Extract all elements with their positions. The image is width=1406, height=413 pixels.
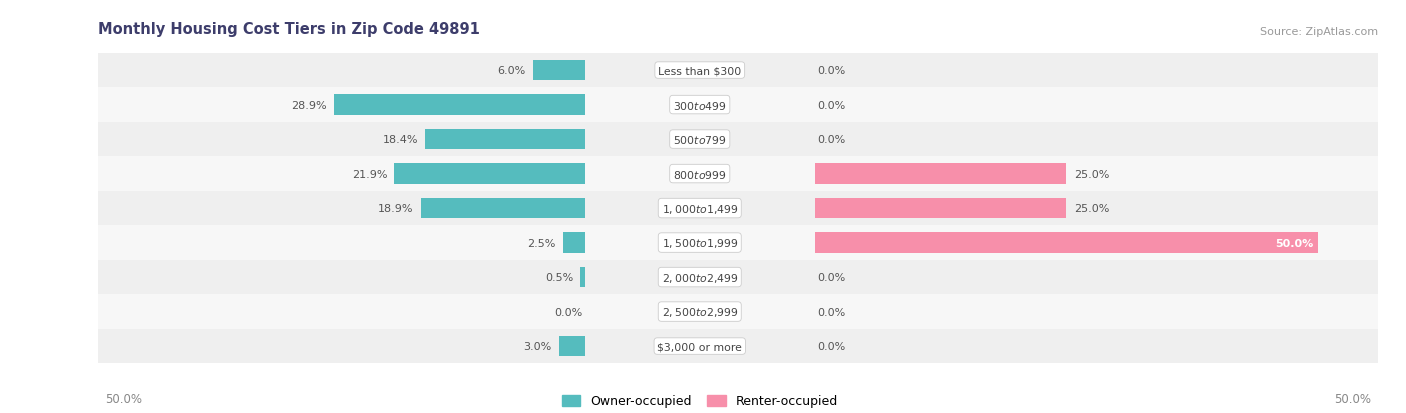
- Bar: [815, 329, 1378, 363]
- Bar: [585, 123, 815, 157]
- Bar: [98, 226, 585, 260]
- Bar: [581, 267, 585, 288]
- Bar: [585, 157, 815, 191]
- Text: 0.0%: 0.0%: [817, 135, 845, 145]
- Bar: [98, 157, 585, 191]
- Bar: [420, 198, 585, 219]
- Bar: [815, 294, 1378, 329]
- Bar: [815, 54, 1378, 88]
- Text: 0.0%: 0.0%: [817, 273, 845, 282]
- Text: $800 to $999: $800 to $999: [673, 168, 727, 180]
- Text: 3.0%: 3.0%: [523, 341, 551, 351]
- Bar: [585, 88, 815, 123]
- Bar: [562, 233, 585, 253]
- Text: 0.0%: 0.0%: [817, 100, 845, 110]
- Text: $3,000 or more: $3,000 or more: [658, 341, 742, 351]
- Bar: [815, 233, 1317, 253]
- Bar: [98, 329, 585, 363]
- Bar: [585, 260, 815, 294]
- Bar: [98, 88, 585, 123]
- Text: 50.0%: 50.0%: [1275, 238, 1313, 248]
- Text: $500 to $799: $500 to $799: [673, 134, 727, 146]
- Bar: [815, 164, 1066, 185]
- Text: 25.0%: 25.0%: [1074, 204, 1109, 214]
- Text: Source: ZipAtlas.com: Source: ZipAtlas.com: [1260, 27, 1378, 37]
- Bar: [815, 157, 1378, 191]
- Text: 2.5%: 2.5%: [527, 238, 555, 248]
- Bar: [333, 95, 585, 116]
- Bar: [558, 336, 585, 356]
- Text: 0.5%: 0.5%: [546, 273, 574, 282]
- Bar: [585, 54, 815, 88]
- Bar: [98, 191, 585, 226]
- Bar: [815, 198, 1066, 219]
- Text: 0.0%: 0.0%: [554, 307, 582, 317]
- Bar: [585, 226, 815, 260]
- Bar: [815, 123, 1378, 157]
- Text: 28.9%: 28.9%: [291, 100, 326, 110]
- Text: 6.0%: 6.0%: [498, 66, 526, 76]
- Text: 18.9%: 18.9%: [378, 204, 413, 214]
- Bar: [585, 191, 815, 226]
- Text: 0.0%: 0.0%: [817, 66, 845, 76]
- Text: $1,000 to $1,499: $1,000 to $1,499: [661, 202, 738, 215]
- Bar: [815, 260, 1378, 294]
- Text: Less than $300: Less than $300: [658, 66, 741, 76]
- Text: $1,500 to $1,999: $1,500 to $1,999: [661, 237, 738, 249]
- Bar: [585, 329, 815, 363]
- Text: Monthly Housing Cost Tiers in Zip Code 49891: Monthly Housing Cost Tiers in Zip Code 4…: [98, 22, 481, 37]
- Bar: [815, 191, 1378, 226]
- Bar: [395, 164, 585, 185]
- Bar: [815, 88, 1378, 123]
- Text: 50.0%: 50.0%: [1334, 392, 1371, 405]
- Bar: [533, 61, 585, 81]
- Bar: [425, 129, 585, 150]
- Text: 0.0%: 0.0%: [817, 307, 845, 317]
- Text: $300 to $499: $300 to $499: [673, 100, 727, 111]
- Text: $2,500 to $2,999: $2,500 to $2,999: [661, 305, 738, 318]
- Bar: [98, 54, 585, 88]
- Bar: [98, 123, 585, 157]
- Legend: Owner-occupied, Renter-occupied: Owner-occupied, Renter-occupied: [561, 394, 838, 407]
- Bar: [815, 226, 1378, 260]
- Text: 0.0%: 0.0%: [817, 341, 845, 351]
- Bar: [98, 260, 585, 294]
- Bar: [98, 294, 585, 329]
- Text: $2,000 to $2,499: $2,000 to $2,499: [661, 271, 738, 284]
- Text: 21.9%: 21.9%: [352, 169, 388, 179]
- Text: 50.0%: 50.0%: [105, 392, 142, 405]
- Bar: [585, 294, 815, 329]
- Text: 18.4%: 18.4%: [382, 135, 418, 145]
- Text: 25.0%: 25.0%: [1074, 169, 1109, 179]
